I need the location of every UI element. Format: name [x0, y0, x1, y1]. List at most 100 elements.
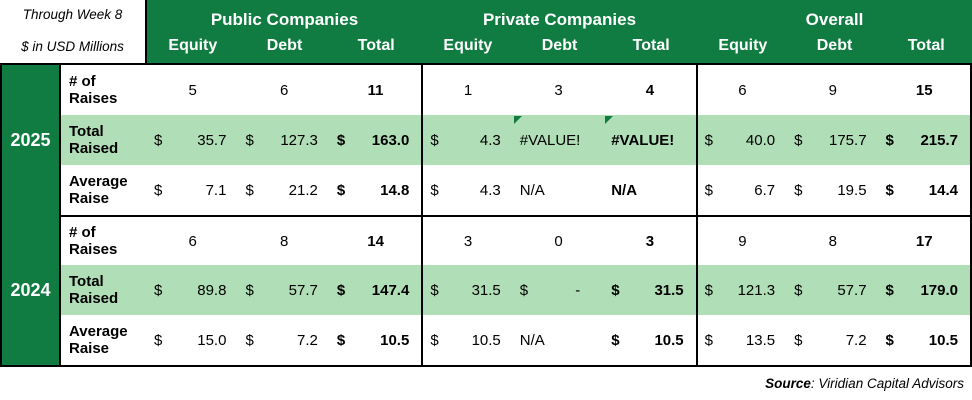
currency-symbol: $ [794, 281, 803, 299]
table-meta: Through Week 8 $ in USD Millions [0, 0, 145, 63]
data-cell: 3 [421, 215, 513, 265]
currency-symbol: $ [245, 331, 254, 349]
data-cell: $15.0 [147, 315, 238, 365]
data-cell: $7.1 [147, 165, 238, 215]
cell-value: 8 [279, 232, 289, 250]
col-overall-debt: Debt [816, 36, 853, 54]
currency-symbol: $ [336, 331, 346, 349]
cell-value: 14 [367, 232, 384, 250]
cell-value: 14.4 [928, 181, 958, 199]
cell-value: 6 [738, 81, 747, 99]
currency-symbol: $ [519, 281, 529, 299]
data-cell: 6 [695, 65, 787, 115]
data-cell: $215.7 [878, 115, 970, 165]
data-cell: 6 [147, 215, 239, 265]
cell-value: 13.5 [745, 331, 776, 349]
source-text: : Viridian Capital Advisors [810, 376, 964, 391]
currency-symbol: $ [245, 181, 254, 199]
cell-value: 57.7 [837, 281, 867, 299]
table-header: Through Week 8 $ in USD Millions Public … [0, 0, 972, 63]
cell-value: 215.7 [920, 131, 958, 149]
cell-value: N/A [611, 181, 638, 199]
data-cell: 15 [879, 65, 970, 115]
data-cell: N/A [513, 165, 604, 215]
data-cell: 9 [787, 65, 878, 115]
cell-value: 40.0 [745, 131, 776, 149]
currency-symbol: $ [245, 281, 254, 299]
through-week-label: Through Week 8 [22, 7, 123, 22]
cell-value: 15 [915, 81, 933, 99]
cell-value: 7.1 [205, 181, 227, 199]
row-label: # of Raises [59, 65, 147, 115]
cell-value: 89.8 [197, 281, 227, 299]
currency-symbol: $ [611, 331, 620, 349]
cell-value: 19.5 [837, 181, 867, 199]
row-label: Total Raised [59, 115, 147, 165]
data-cell: 9 [695, 215, 788, 265]
cell-value: 21.2 [288, 181, 318, 199]
capital-raises-table: Through Week 8 $ in USD Millions Public … [0, 0, 972, 391]
data-cell: $31.5 [421, 265, 513, 315]
data-cell: 6 [238, 65, 329, 115]
cell-value: 163.0 [371, 131, 410, 149]
currency-symbol: $ [336, 131, 346, 149]
data-cell: $89.8 [147, 265, 239, 315]
cell-value: #VALUE! [519, 131, 581, 149]
data-cell: $10.5 [421, 315, 512, 365]
group-private-companies: Private Companies [482, 10, 637, 29]
data-cell: 8 [238, 215, 330, 265]
data-cell: $7.2 [787, 315, 878, 365]
cell-value: 10.5 [380, 331, 410, 349]
group-public-companies: Public Companies [210, 10, 359, 29]
cell-value: 3 [645, 232, 655, 250]
data-cell: $ - [512, 265, 605, 315]
data-cell: $127.3 [238, 115, 330, 165]
source-label: Source [765, 376, 811, 391]
cell-value: 179.0 [920, 281, 958, 299]
row-label: Average Raise [59, 165, 147, 215]
cell-value: 3 [463, 232, 473, 250]
cell-value: 35.7 [197, 131, 227, 149]
data-cell: $147.4 [329, 265, 422, 315]
data-cell: $14.4 [879, 165, 970, 215]
data-cell: $35.7 [147, 115, 239, 165]
data-cell: $10.5 [330, 315, 421, 365]
data-cell: $163.0 [329, 115, 422, 165]
data-cell: 17 [878, 215, 970, 265]
data-cell: 5 [147, 65, 238, 115]
currency-symbol: $ [885, 281, 894, 299]
currency-symbol: $ [794, 131, 803, 149]
currency-symbol: $ [336, 281, 346, 299]
cell-value: 7.2 [845, 331, 867, 349]
data-cell-error: #VALUE! [604, 115, 696, 165]
data-cell: $7.2 [238, 315, 329, 365]
currency-symbol: $ [154, 281, 163, 299]
data-cell: 0 [512, 215, 605, 265]
cell-value: 9 [828, 81, 837, 99]
col-overall-equity: Equity [718, 36, 768, 54]
error-indicator-icon [605, 116, 614, 124]
data-cell: $31.5 [604, 265, 696, 315]
error-indicator-icon [513, 116, 522, 124]
currency-symbol: $ [611, 281, 620, 299]
cell-value: 9 [738, 232, 747, 250]
data-cell-error: #VALUE! [512, 115, 605, 165]
cell-value: N/A [519, 181, 545, 199]
column-label-row: Equity Debt Total Equity Debt Total Equi… [147, 31, 972, 63]
data-cell: $121.3 [695, 265, 788, 315]
col-public-total: Total [357, 36, 395, 54]
cell-value: N/A [519, 331, 545, 349]
currency-symbol: $ [885, 131, 894, 149]
currency-symbol: $ [704, 281, 713, 299]
source-attribution: Source: Viridian Capital Advisors [0, 376, 972, 391]
data-cell: $175.7 [787, 115, 879, 165]
table-body: 2025 2024 # of Raises 5 6 11 1 3 4 6 9 1… [0, 63, 972, 367]
cell-value: 1 [463, 81, 473, 99]
cell-value: 175.7 [829, 131, 867, 149]
cell-value: 5 [188, 81, 197, 99]
col-public-debt: Debt [266, 36, 303, 54]
currency-symbol: $ [430, 331, 439, 349]
currency-symbol: $ [245, 131, 254, 149]
cell-value: 10.5 [471, 331, 501, 349]
cell-value: 3 [554, 81, 563, 99]
